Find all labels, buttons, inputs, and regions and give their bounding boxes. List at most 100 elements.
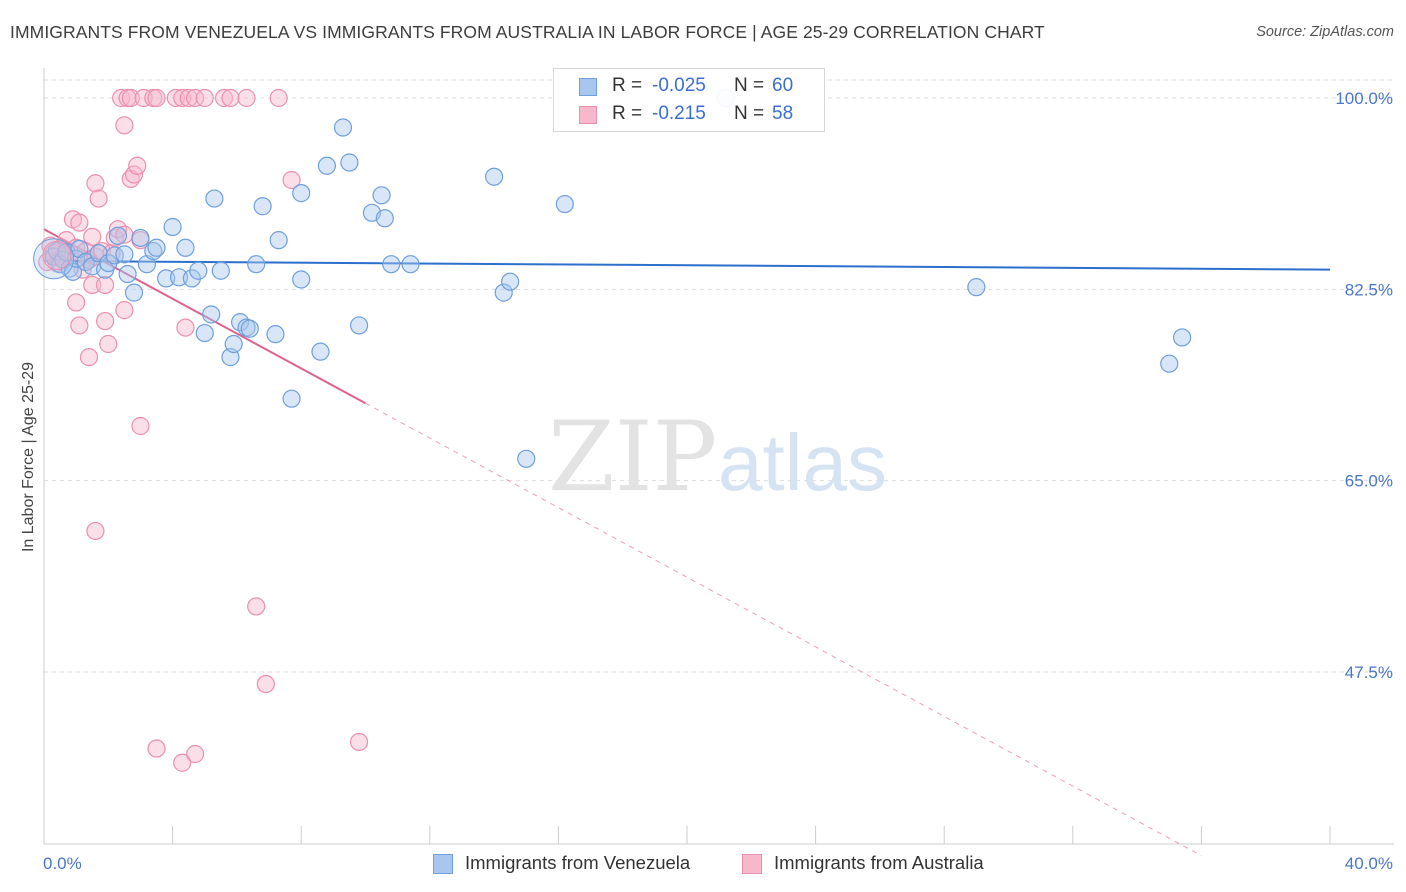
point-venezuela (382, 255, 401, 274)
point-australia (112, 88, 131, 108)
legend-n-value: 60 (772, 75, 794, 96)
watermark-atlas: atlas (718, 418, 887, 507)
watermark-zip: ZIP (548, 401, 717, 513)
point-venezuela (240, 319, 259, 338)
point-australia (89, 189, 108, 208)
legend-r-label: R = (612, 75, 643, 96)
point-venezuela (211, 261, 230, 280)
point-venezuela (115, 245, 134, 264)
trendline-australia-extension (365, 402, 1202, 857)
legend-swatch-australia (579, 106, 597, 124)
point-venezuela (333, 118, 353, 137)
point-venezuela (401, 255, 420, 274)
legend-r-label: R = (612, 103, 643, 124)
point-venezuela (372, 186, 391, 205)
point-venezuela (967, 278, 986, 297)
point-venezuela (555, 194, 574, 214)
series-legend: Immigrants from Venezuela Immigrants fro… (0, 851, 1406, 877)
y-tick-label: 47.5% (1345, 663, 1393, 682)
point-venezuela (131, 228, 150, 248)
point-australia (115, 116, 134, 135)
point-australia (173, 88, 192, 108)
point-venezuela (247, 255, 266, 274)
source-label: Source: ZipAtlas.com (1256, 24, 1394, 40)
point-australia (95, 311, 115, 331)
point-venezuela (89, 244, 108, 263)
point-venezuela (340, 153, 359, 172)
y-tick-label: 82.5% (1345, 280, 1393, 299)
point-australia (176, 318, 195, 337)
point-australia (173, 753, 192, 772)
point-australia (147, 739, 166, 758)
point-australia (237, 88, 256, 108)
point-venezuela (349, 316, 369, 335)
point-venezuela (501, 272, 520, 291)
chart-title: IMMIGRANTS FROM VENEZUELA VS IMMIGRANTS … (10, 22, 1045, 42)
trendline-venezuela (43, 259, 1331, 271)
point-australia (195, 88, 214, 108)
point-australia (186, 88, 205, 108)
point-venezuela (144, 241, 163, 261)
point-australia (121, 88, 140, 108)
point-australia (86, 521, 105, 541)
legend-n-label: N = (734, 103, 765, 124)
point-venezuela (189, 261, 208, 280)
point-venezuela (118, 264, 137, 284)
point-venezuela (147, 238, 166, 257)
point-venezuela (311, 342, 330, 361)
point-venezuela (269, 231, 288, 250)
point-venezuela (195, 323, 214, 343)
legend-row-australia: R = -0.215 N = 58 (554, 100, 824, 128)
point-venezuela (108, 226, 128, 245)
point-australia (115, 301, 134, 320)
point-venezuela (67, 249, 86, 268)
point-australia (179, 88, 198, 108)
legend-swatch-venezuela (433, 854, 453, 874)
legend-row-venezuela: R = -0.025 N = 60 (554, 72, 824, 100)
point-venezuela (1160, 354, 1179, 373)
point-australia (70, 213, 89, 232)
correlation-legend: R = -0.025 N = 60 R = -0.215 N = 58 (553, 68, 825, 132)
point-venezuela (317, 156, 337, 175)
y-tick-label: 100.0% (1335, 89, 1393, 108)
point-cluster-australia (42, 240, 72, 270)
legend-swatch-australia (742, 854, 762, 874)
point-venezuela (169, 268, 189, 287)
legend-r-value: -0.215 (652, 103, 706, 124)
point-australia (349, 732, 369, 752)
point-venezuela (124, 283, 144, 302)
x-tick-max: 40.0% (1345, 854, 1393, 873)
y-axis-label: In Labor Force | Age 25-29 (20, 362, 37, 552)
point-venezuela (176, 238, 195, 257)
point-venezuela (292, 184, 311, 203)
point-australia (214, 88, 234, 108)
point-venezuela (205, 189, 224, 208)
point-venezuela (517, 449, 536, 468)
point-venezuela (485, 167, 504, 186)
point-australia (83, 227, 102, 246)
grid-layer (44, 79, 1394, 673)
point-australia (79, 348, 99, 367)
point-australia (269, 88, 288, 108)
y-tick-label: 65.0% (1345, 472, 1393, 491)
point-australia (128, 156, 147, 175)
point-venezuela (253, 197, 272, 216)
point-venezuela (494, 283, 513, 302)
legend-n-value: 58 (772, 103, 794, 124)
legend-label-australia: Immigrants from Australia (774, 852, 984, 873)
point-australia (67, 293, 86, 312)
point-venezuela (224, 334, 243, 354)
watermark: ZIP atlas (548, 401, 887, 513)
point-cluster-venezuela (33, 238, 75, 280)
point-venezuela (282, 389, 301, 408)
point-australia (83, 275, 102, 295)
point-australia (102, 244, 121, 263)
point-australia (256, 674, 275, 694)
point-venezuela (157, 269, 176, 288)
point-australia (131, 416, 150, 436)
point-australia (282, 170, 301, 190)
point-venezuela (202, 305, 221, 324)
legend-r-value: -0.025 (652, 75, 706, 96)
point-australia (95, 275, 115, 295)
